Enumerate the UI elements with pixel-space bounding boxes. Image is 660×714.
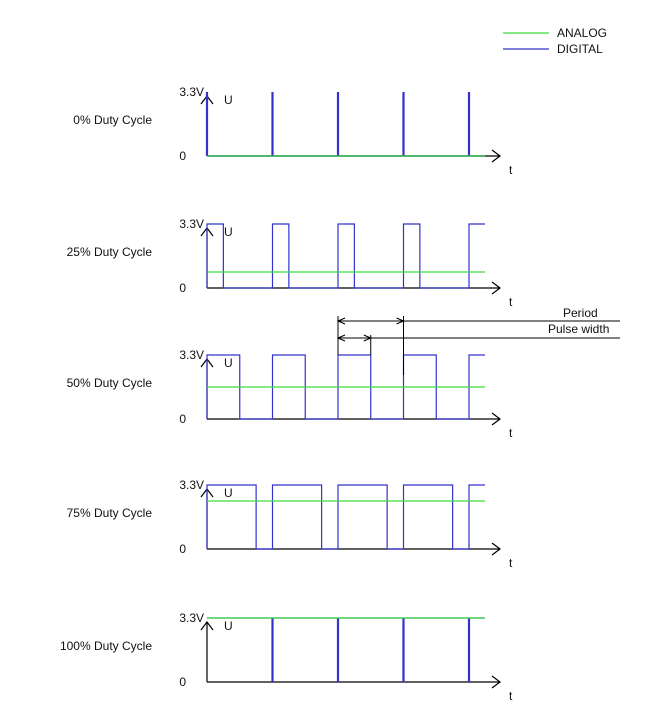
pulse-width-arrow-left [336,334,346,342]
y-axis-label: U [224,619,233,633]
zero-level-label: 0 [179,412,186,426]
legend-digital-label: DIGITAL [557,42,603,56]
zero-level-label: 0 [179,281,186,295]
high-level-label: 3.3V [179,611,204,625]
zero-level-label: 0 [179,675,186,689]
x-axis-arrow [491,412,501,426]
duty-row: 50% Duty Cycle Ut 3.3V 0 [67,348,513,440]
x-axis-label: t [509,689,513,703]
high-level-label: 3.3V [179,478,204,492]
duty-cycle-label: 75% Duty Cycle [67,506,153,520]
duty-cycle-label: 100% Duty Cycle [60,639,152,653]
x-axis-label: t [509,295,513,309]
zero-level-label: 0 [179,149,186,163]
digital-signal-spikes [205,92,471,156]
x-axis-arrow [491,675,501,689]
y-axis-label: U [224,225,233,239]
x-axis-label: t [509,426,513,440]
y-axis-arrow [200,621,214,631]
digital-signal-edges [271,618,471,682]
duty-row: 100% Duty Cycle Ut 3.3V 0 [60,611,513,703]
y-axis-label: U [224,486,233,500]
period-arrow-left [336,317,346,325]
duty-row: 25% Duty Cycle Ut 3.3V 0 [67,217,513,309]
y-axis-label: U [224,93,233,107]
x-axis-label: t [509,556,513,570]
period-annotation: Period Pulse width [336,306,620,375]
y-axis-label: U [224,356,233,370]
pulse-width-arrow-right [363,334,373,342]
digital-signal [206,223,485,289]
x-axis-label: t [509,163,513,177]
legend-analog-label: ANALOG [557,26,607,40]
x-axis-arrow [491,149,501,163]
pulse-width-label: Pulse width [548,322,609,336]
x-axis-arrow [491,281,501,295]
period-label: Period [563,306,598,320]
duty-cycle-label: 50% Duty Cycle [67,376,153,390]
duty-cycle-rows: 0% Duty Cycle Ut 3.3V 0 25% Duty Cycle Ut 3.3V… [60,85,513,703]
x-axis-arrow [491,542,501,556]
duty-row: 75% Duty Cycle Ut 3.3V 0 [67,478,513,570]
high-level-label: 3.3V [179,85,204,99]
legend: ANALOG DIGITAL [503,26,607,56]
zero-level-label: 0 [179,542,186,556]
duty-row: 0% Duty Cycle Ut 3.3V 0 [73,85,513,177]
high-level-label: 3.3V [179,217,204,231]
duty-cycle-label: 25% Duty Cycle [67,245,153,259]
period-arrow-right [396,317,405,325]
digital-signal [206,484,485,550]
duty-cycle-label: 0% Duty Cycle [73,113,152,127]
high-level-label: 3.3V [179,348,204,362]
